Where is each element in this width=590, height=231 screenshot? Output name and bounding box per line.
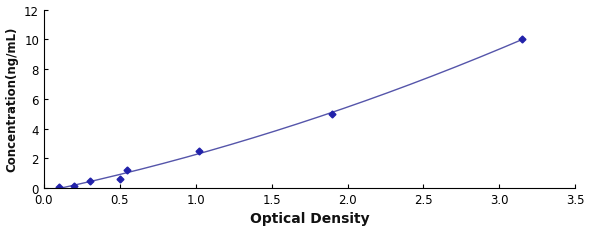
Y-axis label: Concentration(ng/mL): Concentration(ng/mL) <box>5 27 18 172</box>
X-axis label: Optical Density: Optical Density <box>250 212 369 225</box>
